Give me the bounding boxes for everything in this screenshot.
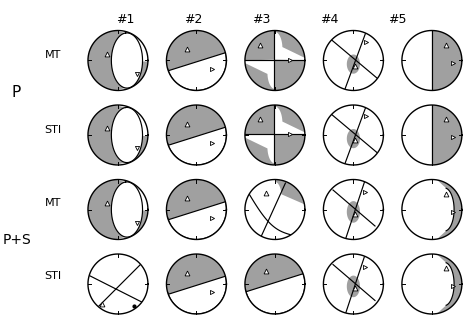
Polygon shape: [347, 129, 360, 148]
Circle shape: [323, 179, 383, 240]
Circle shape: [245, 254, 305, 314]
Circle shape: [402, 31, 462, 90]
Polygon shape: [166, 105, 226, 145]
Polygon shape: [274, 134, 305, 165]
Polygon shape: [166, 31, 226, 71]
Polygon shape: [166, 179, 226, 220]
Circle shape: [245, 31, 305, 90]
Circle shape: [166, 179, 227, 240]
Polygon shape: [123, 136, 148, 164]
Circle shape: [323, 31, 383, 90]
Text: MT: MT: [45, 198, 62, 208]
Text: #5: #5: [388, 13, 407, 26]
Circle shape: [166, 31, 227, 90]
Text: #3: #3: [253, 13, 271, 26]
Text: STI: STI: [45, 271, 62, 281]
Text: STI: STI: [45, 125, 62, 135]
Text: #2: #2: [184, 13, 202, 26]
Polygon shape: [274, 59, 305, 90]
Polygon shape: [275, 105, 305, 132]
Polygon shape: [275, 179, 304, 204]
Polygon shape: [123, 61, 148, 90]
Polygon shape: [432, 31, 462, 90]
Polygon shape: [245, 254, 303, 292]
Polygon shape: [275, 31, 305, 58]
Polygon shape: [88, 105, 126, 165]
Circle shape: [88, 179, 148, 240]
Polygon shape: [437, 180, 462, 239]
Polygon shape: [166, 254, 226, 294]
Polygon shape: [245, 31, 275, 60]
Circle shape: [88, 254, 148, 314]
Text: P+S: P+S: [2, 233, 31, 248]
Text: MT: MT: [45, 50, 62, 60]
Circle shape: [402, 105, 462, 165]
Text: #1: #1: [117, 13, 135, 26]
Polygon shape: [245, 63, 275, 90]
Circle shape: [88, 31, 148, 90]
Circle shape: [166, 254, 227, 314]
Circle shape: [245, 105, 305, 165]
Circle shape: [166, 105, 227, 165]
Circle shape: [88, 105, 148, 165]
Polygon shape: [437, 254, 462, 314]
Circle shape: [402, 254, 462, 314]
Polygon shape: [347, 276, 360, 297]
Circle shape: [245, 179, 305, 240]
Polygon shape: [245, 105, 275, 135]
Polygon shape: [347, 55, 360, 74]
Polygon shape: [347, 201, 360, 223]
Circle shape: [402, 179, 462, 240]
Text: P: P: [12, 85, 21, 100]
Polygon shape: [245, 137, 275, 165]
Circle shape: [323, 254, 383, 314]
Polygon shape: [432, 105, 462, 165]
Text: #4: #4: [320, 13, 338, 26]
Polygon shape: [123, 211, 148, 239]
Circle shape: [323, 105, 383, 165]
Polygon shape: [88, 180, 126, 240]
Polygon shape: [88, 31, 126, 90]
